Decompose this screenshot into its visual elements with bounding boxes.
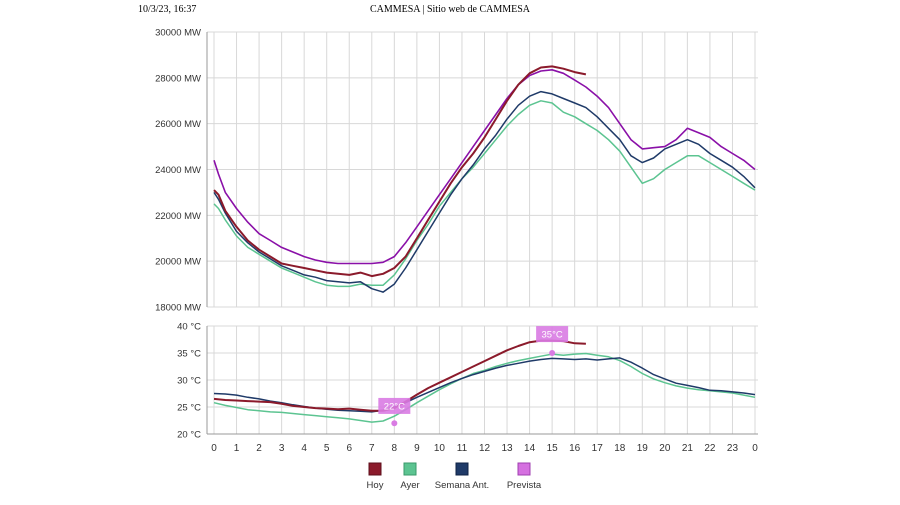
y-tick-label: 18000 MW	[155, 303, 201, 314]
y-tick-label: 25 °C	[177, 403, 201, 414]
x-tick-label: 8	[392, 443, 398, 454]
x-tick-label: 11	[457, 443, 468, 454]
series-line-ayer	[213, 100, 756, 288]
x-tick-label: 7	[369, 443, 375, 454]
legend-label: Ayer	[400, 480, 419, 491]
series-line-semana-ant	[213, 90, 756, 293]
legend-swatch	[403, 462, 417, 476]
x-tick-label: 13	[501, 443, 513, 454]
x-tick-label: 16	[569, 443, 581, 454]
demand-chart: 18000 MW 20000 MW 22000 MW 24000 MW 26000 MW…	[155, 28, 758, 314]
x-tick-label: 0	[211, 443, 217, 454]
temperature-chart: 0 1 2 3 4 5 6 7 8 9 10 11 12 13 14 15 16 17 18 19 20 21 22 23 02…	[177, 322, 758, 455]
y-tick-label: 30000 MW	[155, 28, 201, 39]
y-tick-label: 40 °C	[177, 322, 201, 333]
prevista-label: 22°C	[384, 401, 405, 412]
prevista-label-box	[536, 326, 569, 343]
page-title: CAMMESA | Sitio web de CAMMESA	[369, 4, 531, 15]
legend-swatch	[517, 462, 531, 476]
legend-label: Hoy	[367, 480, 384, 491]
x-tick-label: 14	[524, 443, 536, 454]
y-tick-label: 26000 MW	[155, 119, 201, 130]
y-tick-label: 20 °C	[177, 430, 201, 441]
x-tick-label: 19	[637, 443, 649, 454]
x-tick-label: 12	[479, 443, 491, 454]
series-line-ayer	[213, 352, 756, 423]
legend-swatch	[455, 462, 469, 476]
legend-label: Semana Ant.	[435, 480, 489, 491]
x-tick-label: 18	[614, 443, 626, 454]
x-tick-label: 22	[704, 443, 716, 454]
prevista-label-box	[378, 397, 411, 414]
x-tick-label: 1	[234, 443, 240, 454]
y-tick-label: 24000 MW	[155, 165, 201, 176]
x-tick-label: 3	[279, 443, 285, 454]
page-datetime: 10/3/23, 16:37	[138, 4, 197, 15]
chart-legend: Hoy Ayer Semana Ant. Prevista	[367, 462, 542, 491]
y-tick-label: 35 °C	[177, 349, 201, 360]
x-tick-label: 5	[324, 443, 330, 454]
x-tick-label: 2	[256, 443, 262, 454]
prevista-label: 35°C	[542, 330, 563, 341]
legend-swatch	[368, 462, 382, 476]
y-tick-label: 22000 MW	[155, 211, 201, 222]
x-tick-label: 9	[414, 443, 420, 454]
x-tick-label: 17	[592, 443, 604, 454]
prevista-point	[391, 420, 398, 427]
x-tick-label: 21	[682, 443, 694, 454]
x-tick-label: 15	[547, 443, 559, 454]
prevista-point	[549, 350, 556, 356]
x-tick-label: 6	[346, 443, 352, 454]
x-tick-label: 23	[727, 443, 739, 454]
series-line-prevista	[213, 69, 756, 265]
x-tick-label: 10	[434, 443, 446, 454]
legend-label: Prevista	[507, 480, 542, 491]
x-tick-label: 0	[752, 443, 758, 454]
y-tick-label: 20000 MW	[155, 257, 201, 268]
series-line-hoy	[213, 65, 587, 278]
x-tick-label: 4	[301, 443, 307, 454]
y-tick-label: 28000 MW	[155, 73, 201, 84]
y-tick-label: 30 °C	[177, 376, 201, 387]
x-tick-label: 20	[659, 443, 671, 454]
